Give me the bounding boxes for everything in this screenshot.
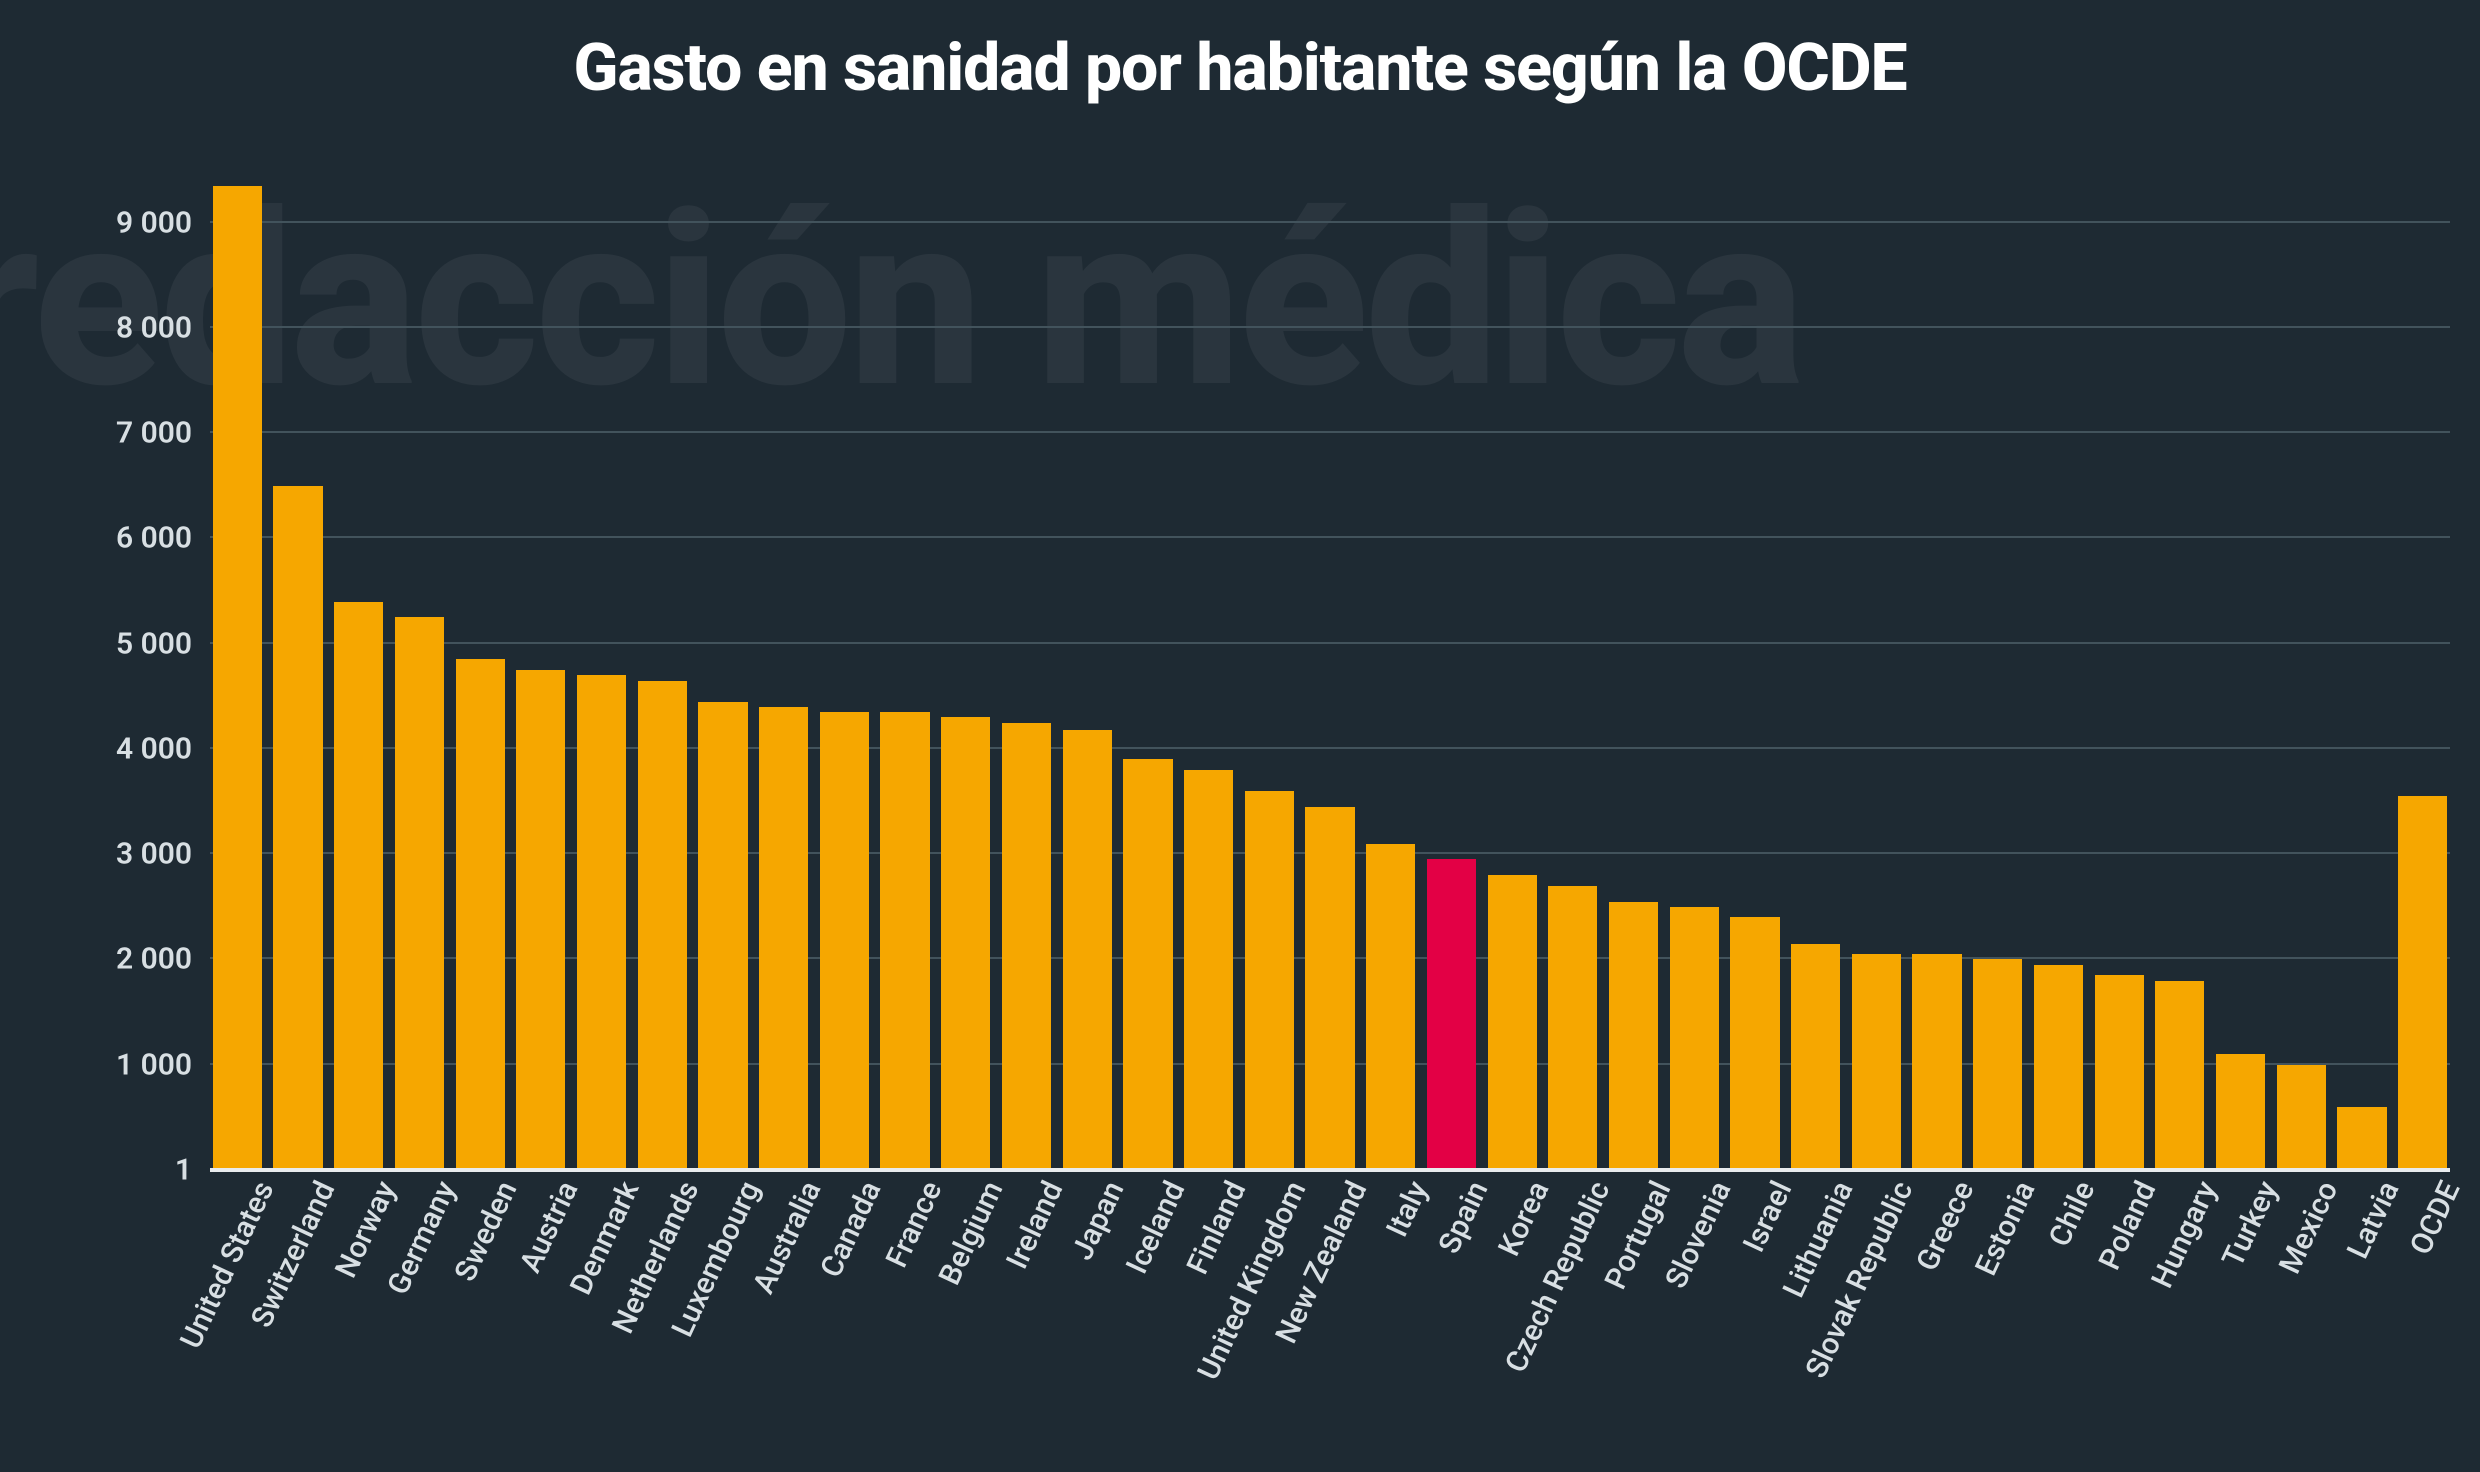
bar — [1609, 902, 1658, 1170]
x-axis-baseline — [210, 1168, 2450, 1172]
bar — [759, 707, 808, 1170]
plot-area: 11 0002 0003 0004 0005 0006 0007 0008 00… — [210, 170, 2450, 1170]
bar — [1366, 844, 1415, 1170]
bar-slot: Belgium — [938, 170, 993, 1170]
bar — [880, 712, 929, 1170]
bar-slot: Spain — [1424, 170, 1479, 1170]
y-tick-label: 6 000 — [116, 521, 210, 556]
bar — [1973, 959, 2022, 1170]
bar-slot: Canada — [817, 170, 872, 1170]
bar — [1912, 954, 1961, 1170]
bar — [1488, 875, 1537, 1170]
bar-slot: Japan — [1060, 170, 1115, 1170]
bar — [516, 670, 565, 1170]
y-tick-label: 7 000 — [116, 416, 210, 451]
chart-title: Gasto en sanidad por habitante según la … — [0, 30, 2480, 107]
bar-slot: United Kingdom — [1242, 170, 1297, 1170]
bar — [2337, 1107, 2386, 1170]
bar-slot: Italy — [1363, 170, 1418, 1170]
bar-slot: Denmark — [574, 170, 629, 1170]
bar-slot: OCDE — [2395, 170, 2450, 1170]
bar — [2034, 965, 2083, 1170]
bar-slot: Netherlands — [635, 170, 690, 1170]
bar — [2277, 1065, 2326, 1170]
y-tick-label: 1 — [175, 1152, 210, 1187]
bars-container: United StatesSwitzerlandNorwayGermanySwe… — [210, 170, 2450, 1170]
bar-slot: Germany — [392, 170, 447, 1170]
bar-slot: Slovenia — [1667, 170, 1722, 1170]
x-tick-label: Latvia — [2328, 1170, 2407, 1264]
bar-slot: United States — [210, 170, 265, 1170]
bar — [1791, 944, 1840, 1170]
bar-slot: Portugal — [1606, 170, 1661, 1170]
bar-slot: Finland — [1181, 170, 1236, 1170]
bar — [1245, 791, 1294, 1170]
bar-slot: Sweden — [453, 170, 508, 1170]
bar-slot: Korea — [1485, 170, 1540, 1170]
bar-slot: Chile — [2031, 170, 2086, 1170]
y-tick-label: 9 000 — [116, 205, 210, 240]
bar-slot: Norway — [331, 170, 386, 1170]
bar — [2095, 975, 2144, 1170]
bar — [1852, 954, 1901, 1170]
bar — [1184, 770, 1233, 1170]
bar-slot: Poland — [2092, 170, 2147, 1170]
y-tick-label: 8 000 — [116, 310, 210, 345]
bar — [2155, 981, 2204, 1170]
bar — [213, 186, 262, 1170]
y-tick-label: 1 000 — [116, 1047, 210, 1082]
bar — [1123, 759, 1172, 1170]
bar — [1670, 907, 1719, 1170]
y-tick-label: 2 000 — [116, 942, 210, 977]
bar-slot: Latvia — [2335, 170, 2390, 1170]
chart-stage: redacción médica Gasto en sanidad por ha… — [0, 0, 2480, 1472]
bar — [334, 602, 383, 1170]
bar-slot: Turkey — [2213, 170, 2268, 1170]
bar-slot: France — [878, 170, 933, 1170]
bar-slot: New Zealand — [1303, 170, 1358, 1170]
y-tick-label: 4 000 — [116, 731, 210, 766]
bar — [941, 717, 990, 1170]
bar-slot: Lithuania — [1788, 170, 1843, 1170]
bar-slot: Australia — [756, 170, 811, 1170]
bar-slot: Iceland — [1121, 170, 1176, 1170]
bar — [2398, 796, 2447, 1170]
bar-slot: Greece — [1910, 170, 1965, 1170]
bar — [1305, 807, 1354, 1170]
x-tick-label: Spain — [1419, 1170, 1495, 1259]
bar-slot: Austria — [514, 170, 569, 1170]
bar — [456, 659, 505, 1170]
bar-slot: Estonia — [1970, 170, 2025, 1170]
bar-slot: Czech Republic — [1545, 170, 1600, 1170]
bar — [820, 712, 869, 1170]
bar — [1063, 730, 1112, 1170]
bar — [1730, 917, 1779, 1170]
bar — [638, 681, 687, 1170]
bar — [577, 675, 626, 1170]
bar-slot: Switzerland — [271, 170, 326, 1170]
bar-slot: Mexico — [2274, 170, 2329, 1170]
bar — [273, 486, 322, 1170]
bar-slot: Luxembourg — [696, 170, 751, 1170]
bar-slot: Hungary — [2153, 170, 2208, 1170]
bar-slot: Ireland — [999, 170, 1054, 1170]
bar — [2216, 1054, 2265, 1170]
bar-slot: Israel — [1728, 170, 1783, 1170]
bar — [1548, 886, 1597, 1170]
y-tick-label: 3 000 — [116, 837, 210, 872]
bar-slot: Slovak Republic — [1849, 170, 1904, 1170]
bar — [1427, 859, 1476, 1170]
bar — [698, 702, 747, 1170]
bar — [1002, 723, 1051, 1170]
y-tick-label: 5 000 — [116, 626, 210, 661]
bar — [395, 617, 444, 1170]
x-tick-label: OCDE — [2390, 1170, 2467, 1260]
